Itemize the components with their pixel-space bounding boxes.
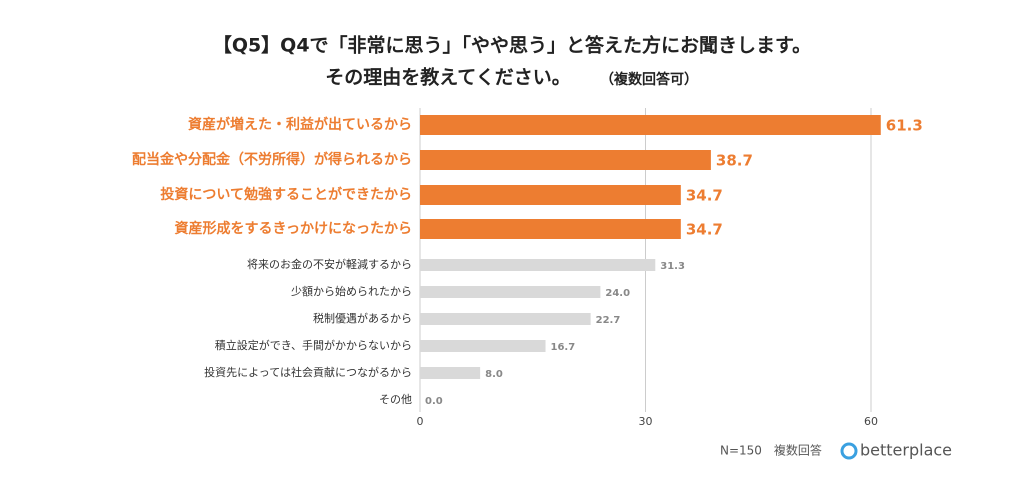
- bar: [420, 259, 656, 271]
- bar: [420, 115, 881, 135]
- bar: [420, 340, 546, 352]
- value-label: 61.3: [886, 117, 923, 135]
- value-label: 34.7: [686, 187, 723, 205]
- bar: [420, 313, 591, 325]
- x-tick-label: 30: [639, 415, 653, 428]
- subtitle-note: （複数回答可）: [600, 71, 698, 88]
- chart-subtitle: その理由を教えてください。: [325, 66, 570, 89]
- y-tick-label: 資産が増えた・利益が出ているから: [188, 116, 412, 133]
- bar: [420, 219, 681, 239]
- value-label: 0.0: [425, 396, 443, 407]
- bar: [420, 185, 681, 205]
- bar: [420, 150, 711, 170]
- y-tick-label: 少額から始められたから: [291, 284, 412, 298]
- bar: [420, 286, 601, 298]
- chart-title: 【Q5】Q4で「非常に思う」「やや思う」と答えた方にお聞きします。: [213, 34, 811, 57]
- y-tick-label: 資産形成をするきっかけになったから: [175, 220, 412, 237]
- value-label: 22.7: [596, 315, 621, 326]
- footnote: N=150 複数回答: [720, 443, 822, 458]
- brand-logo: betterplace: [840, 441, 952, 460]
- y-tick-label: 積立設定ができ、手間がかからないから: [215, 338, 412, 352]
- value-label: 38.7: [716, 152, 753, 170]
- value-label: 8.0: [485, 369, 503, 380]
- y-tick-label: 将来のお金の不安が軽減するから: [247, 257, 412, 271]
- value-label: 31.3: [660, 261, 685, 272]
- bar: [420, 367, 481, 379]
- value-label: 24.0: [605, 288, 630, 299]
- brand: betterplace: [860, 441, 952, 460]
- x-tick-label: 60: [864, 415, 878, 428]
- value-label: 34.7: [686, 221, 723, 239]
- y-tick-label: 投資先によっては社会貢献につながるから: [204, 365, 412, 379]
- y-tick-label: その他: [379, 393, 412, 406]
- y-tick-label: 税制優遇があるから: [313, 311, 412, 325]
- y-tick-label: 配当金や分配金（不労所得）が得られるから: [132, 151, 412, 168]
- value-label: 16.7: [551, 342, 576, 353]
- x-tick-label: 0: [417, 415, 424, 428]
- y-tick-label: 投資について勉強することができたから: [160, 186, 412, 203]
